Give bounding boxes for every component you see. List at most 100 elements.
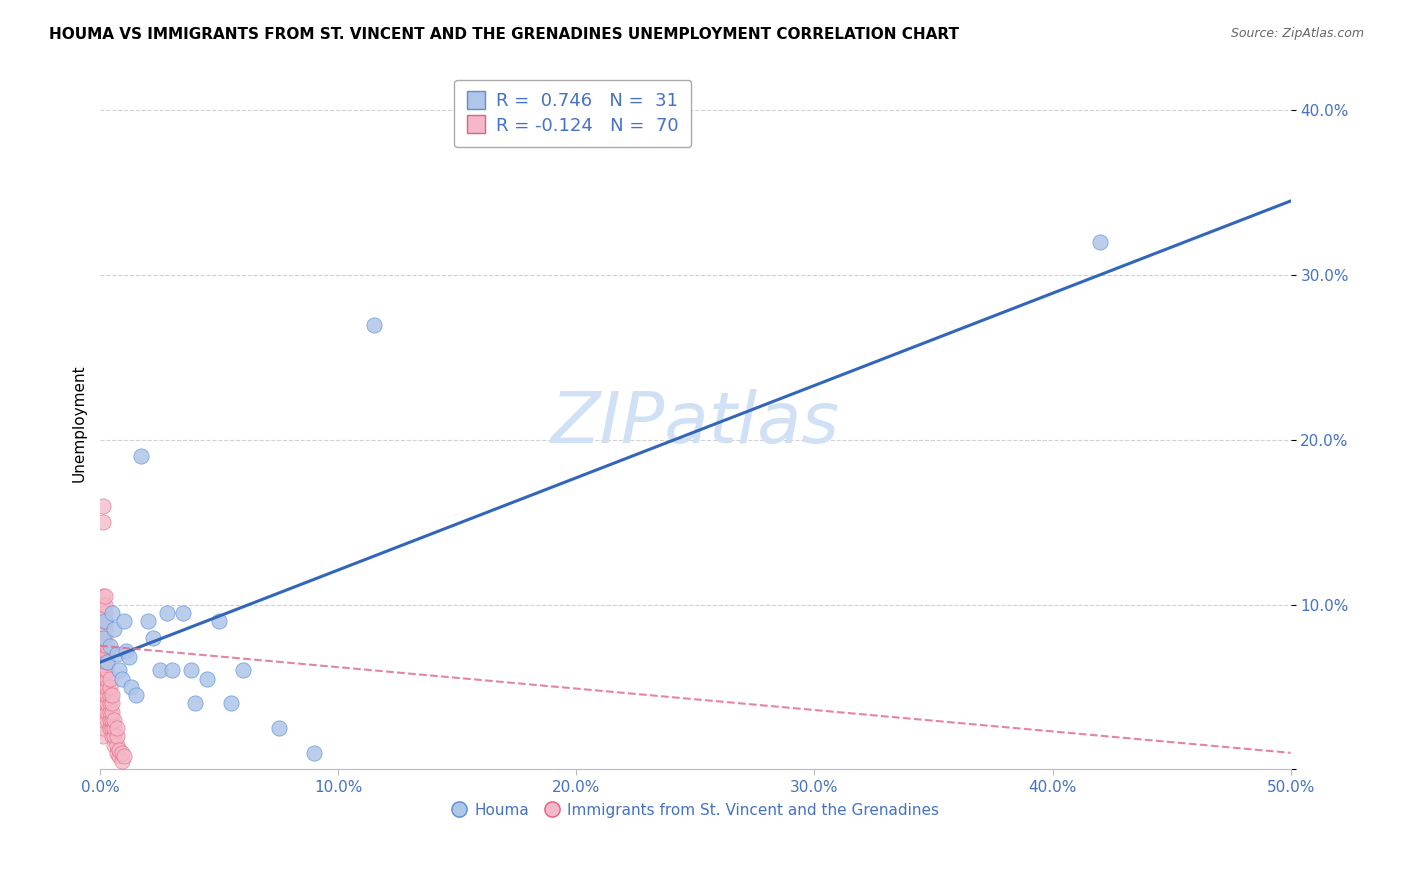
Point (105, 746, 128, 760)
Point (91, 590, 114, 604)
Point (110, 672, 132, 686)
Point (172, 606, 194, 620)
Point (98, 697, 121, 711)
Point (96, 664, 118, 678)
Point (96, 672, 118, 686)
Point (304, 746, 326, 760)
Point (94, 590, 117, 604)
Point (103, 713, 125, 727)
Point (232, 664, 254, 678)
Point (91, 515, 114, 529)
Point (208, 614, 231, 628)
Point (96, 647, 118, 661)
Point (94, 622, 117, 636)
Point (91, 639, 114, 653)
Point (94, 672, 117, 686)
Point (112, 749, 135, 764)
Point (115, 643, 138, 657)
Point (1088, 235, 1111, 249)
Point (101, 606, 124, 620)
Point (91, 672, 114, 686)
Y-axis label: Unemployment: Unemployment (72, 365, 86, 483)
Point (156, 606, 179, 620)
Point (101, 713, 124, 727)
Point (94, 598, 117, 612)
Point (91, 664, 114, 678)
Point (91, 688, 114, 702)
Text: ZIPatlas: ZIPatlas (551, 389, 839, 458)
Point (112, 614, 135, 628)
Point (94, 697, 117, 711)
Point (149, 664, 172, 678)
Point (91, 721, 114, 735)
Point (94, 647, 117, 661)
Point (96, 680, 118, 694)
Point (110, 746, 132, 760)
Point (96, 705, 118, 719)
Point (105, 647, 128, 661)
Point (91, 631, 114, 645)
Point (98, 705, 121, 719)
Point (98, 672, 121, 686)
Point (98, 688, 121, 702)
Point (91, 606, 114, 620)
Point (91, 499, 114, 513)
Point (120, 680, 142, 694)
Point (94, 688, 117, 702)
Point (98, 713, 121, 727)
Point (108, 664, 131, 678)
Point (101, 730, 124, 744)
Point (108, 749, 131, 764)
Point (105, 721, 128, 735)
Point (91, 680, 114, 694)
Text: HOUMA VS IMMIGRANTS FROM ST. VINCENT AND THE GRENADINES UNEMPLOYMENT CORRELATION: HOUMA VS IMMIGRANTS FROM ST. VINCENT AND… (49, 27, 959, 42)
Point (103, 622, 125, 636)
Point (98, 639, 121, 653)
Point (96, 688, 118, 702)
Point (180, 664, 202, 678)
Point (94, 606, 117, 620)
Point (105, 738, 128, 752)
Point (125, 688, 148, 702)
Text: Source: ZipAtlas.com: Source: ZipAtlas.com (1230, 27, 1364, 40)
Point (96, 655, 118, 669)
Point (141, 631, 163, 645)
Point (91, 598, 114, 612)
Point (105, 730, 128, 744)
Point (94, 614, 117, 628)
Legend: Houma, Immigrants from St. Vincent and the Grenadines: Houma, Immigrants from St. Vincent and t… (446, 797, 945, 824)
Point (91, 697, 114, 711)
Point (136, 614, 159, 628)
Point (94, 664, 117, 678)
Point (160, 664, 183, 678)
Point (94, 680, 117, 694)
Point (267, 721, 290, 735)
Point (94, 655, 117, 669)
Point (363, 318, 385, 332)
Point (101, 697, 124, 711)
Point (91, 713, 114, 727)
Point (91, 655, 114, 669)
Point (96, 713, 118, 727)
Point (103, 738, 125, 752)
Point (103, 721, 125, 735)
Point (91, 647, 114, 661)
Point (91, 705, 114, 719)
Point (98, 680, 121, 694)
Point (184, 697, 207, 711)
Point (195, 672, 218, 686)
Point (219, 697, 242, 711)
Point (96, 655, 118, 669)
Point (110, 754, 132, 768)
Point (101, 705, 124, 719)
Point (94, 614, 117, 628)
Point (101, 721, 124, 735)
Point (129, 450, 152, 464)
Point (94, 631, 117, 645)
Point (103, 730, 125, 744)
Point (91, 614, 114, 628)
Point (101, 688, 124, 702)
Point (94, 639, 117, 653)
Point (108, 742, 131, 756)
Point (98, 721, 121, 735)
